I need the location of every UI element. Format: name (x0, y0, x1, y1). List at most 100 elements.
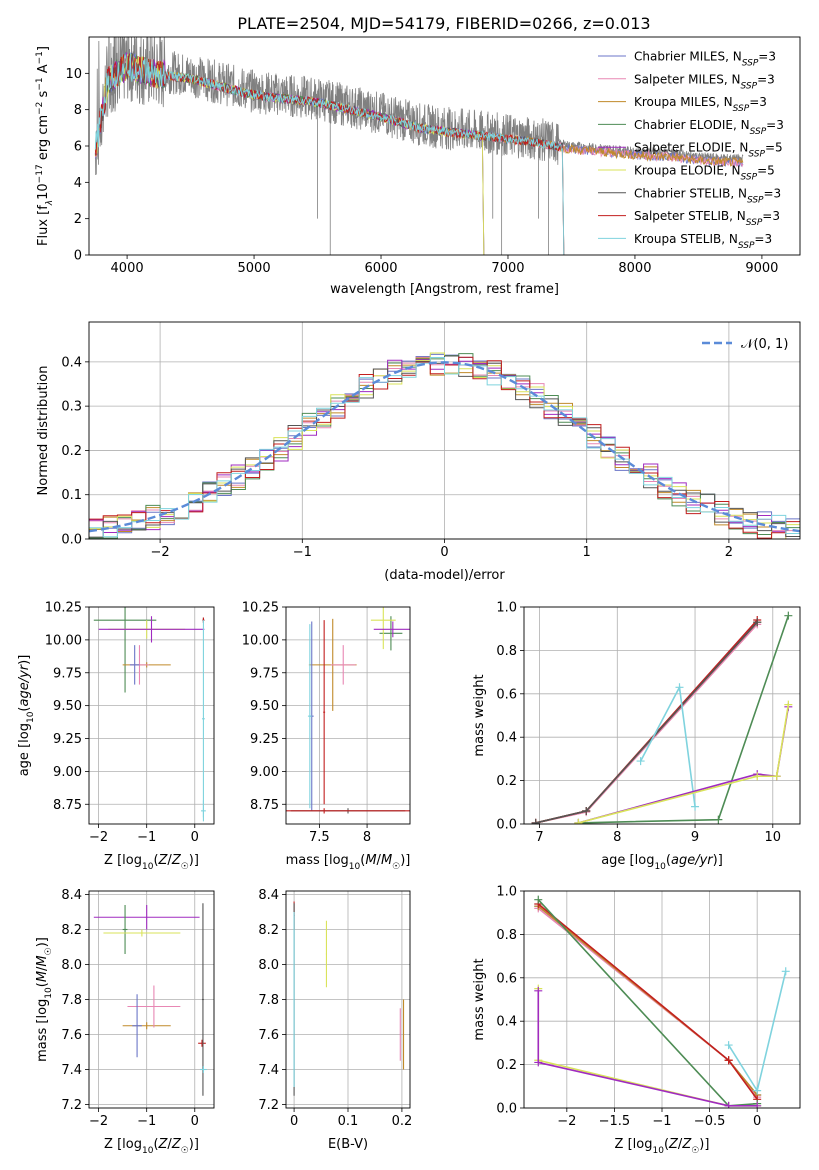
weight-marker (714, 815, 723, 824)
y-tick-label: 0.2 (496, 1058, 517, 1073)
y-tick-label: 1.0 (496, 601, 517, 616)
weight-marker (531, 818, 540, 824)
y-tick-label: 8.4 (61, 888, 82, 903)
weight-marker (691, 802, 700, 811)
y-tick-label: 7.2 (258, 1098, 279, 1113)
mass_vs_ebv-plot-area (293, 901, 405, 1096)
figure-title: PLATE=2504, MJD=54179, FIBERID=0266, z=0… (237, 14, 650, 33)
y-axis-label: mass weight (472, 958, 487, 1040)
x-tick-label: 7000 (491, 261, 524, 276)
y-axis-label: Normed distribution (36, 366, 51, 496)
x-tick-label: 4000 (111, 261, 144, 276)
axes-frame (88, 321, 801, 540)
weight-line-kroupa-elodie (578, 704, 790, 824)
y-tick-label: 8.0 (258, 958, 279, 973)
weight-marker (534, 1058, 543, 1067)
axes-frame (285, 890, 411, 1109)
y-tick-label: 8.75 (250, 798, 279, 813)
weight-marker (574, 818, 583, 824)
weight-line-kroupa-miles (535, 621, 758, 824)
y-tick-label: 8.2 (61, 923, 82, 938)
x-tick-label: 0.1 (338, 1114, 359, 1129)
y-tick-label: 0.3 (61, 400, 82, 415)
age_vs_Z-plot-area (93, 607, 206, 822)
weight-marker (753, 1086, 762, 1095)
x-tick-label: 0 (753, 1114, 761, 1129)
x-tick-label: 8 (613, 830, 621, 845)
y-tick-label: 9.75 (53, 666, 82, 681)
weight-marker (636, 757, 645, 766)
y-tick-label: 10.00 (242, 633, 279, 648)
mass_weight_vs_age-chart: 7 8 9 10 0.0 0.2 0.4 0.6 0.8 1.0 age [log10(age/yr… (472, 601, 801, 872)
weight-marker (784, 700, 793, 709)
y-tick-label: 7.4 (61, 1063, 82, 1078)
normal-curve (89, 361, 800, 533)
x-tick-label: −1 (652, 1114, 671, 1129)
y-tick-label: 0.6 (496, 971, 517, 986)
x-axis-label: mass [log10(M/M☉)] (286, 853, 411, 872)
x-tick-label: 5000 (238, 261, 271, 276)
legend-label: Salpeter STELIB, NSSP=3 (634, 209, 780, 228)
x-tick-label: −2 (557, 1114, 576, 1129)
weight-marker (781, 967, 790, 976)
legend-label: Chabrier STELIB, NSSP=3 (634, 186, 781, 205)
weight-marker (772, 772, 781, 781)
y-tick-label: 7.4 (258, 1063, 279, 1078)
x-tick-label: 8000 (618, 261, 651, 276)
y-tick-label: 9.50 (250, 699, 279, 714)
y-tick-label: 7.6 (258, 1028, 279, 1043)
y-tick-label: 2 (74, 212, 82, 227)
weight-line-kroupa-stelib (639, 684, 696, 807)
x-tick-label: −1 (137, 830, 156, 845)
y-axis-label: age [log10(age/yr)] (17, 655, 36, 777)
x-tick-label: −1 (137, 1114, 156, 1129)
weight-line-chabrier-stelib (535, 621, 758, 824)
x-tick-label: 0 (191, 1114, 199, 1129)
spectrum-plot-area (94, 37, 744, 255)
legend-label: Chabrier ELODIE, NSSP=3 (634, 118, 784, 137)
x-axis-label: (data-model)/error (384, 568, 505, 583)
y-tick-label: 7.2 (61, 1098, 82, 1113)
y-tick-label: 10 (65, 67, 82, 82)
x-axis-label: age [log10(age/yr)] (601, 853, 723, 872)
y-tick-label: 0.2 (496, 774, 517, 789)
mass_weight_vs_Z-chart: −2 −1.5 −1 −0.5 0 0.0 0.2 0.4 0.6 0.8 1.0 Z [log10(… (472, 885, 801, 1156)
x-tick-label: −2 (89, 1114, 108, 1129)
legend-label: Salpeter MILES, NSSP=3 (634, 72, 775, 91)
y-axis-label: Flux [fλ10−17 erg cm−2 s−1 A−1] (35, 46, 55, 246)
weight-line-chabrier-miles (535, 621, 758, 824)
y-axis-label: mass [log10(M/M☉)] (35, 937, 54, 1062)
y-tick-label: 7.8 (61, 993, 82, 1008)
y-tick-label: 9.50 (53, 699, 82, 714)
x-tick-label: 1 (583, 545, 591, 560)
weight-line-kroupa-elodie (537, 988, 758, 1107)
y-tick-label: 7.8 (258, 993, 279, 1008)
y-tick-label: 1.0 (496, 885, 517, 900)
y-tick-label: 9.00 (250, 765, 279, 780)
weight-marker (784, 611, 793, 620)
x-tick-label: −2 (89, 830, 108, 845)
weight-marker (724, 1041, 733, 1050)
weight-marker (724, 1101, 733, 1108)
spectrum-chart: 4000 5000 6000 7000 8000 9000 0 2 4 6 8 10 Chabrier … (35, 36, 801, 297)
residuals-plot-area (89, 352, 800, 539)
histogram-kroupa-stelib (89, 357, 800, 538)
y-tick-label: 0.0 (496, 1102, 517, 1117)
weight-line-salpeter-elodie (578, 706, 790, 824)
x-tick-label: −0.5 (694, 1114, 726, 1129)
mass_weight_vs_Z-plot-area (534, 895, 790, 1108)
y-tick-label: 8 (74, 103, 82, 118)
x-tick-label: −1 (293, 545, 312, 560)
mass_vs_Z-chart: −2 −1 0 7.2 7.4 7.6 7.8 8.0 8.2 8.4 Z [log10(Z/Z☉)… (35, 888, 215, 1156)
weight-marker (753, 1101, 762, 1108)
y-axis-label: mass weight (472, 674, 487, 756)
x-tick-label: 0 (191, 830, 199, 845)
age_vs_Z-chart: −2 −1 0 8.75 9.00 9.25 9.50 9.75 10.00 10.25 Z [lo… (17, 601, 215, 872)
x-tick-label: 7 (535, 830, 543, 845)
x-tick-label: 2 (725, 545, 733, 560)
y-tick-label: 0.8 (496, 644, 517, 659)
y-tick-label: 6 (74, 140, 82, 155)
spectrum-legend: Chabrier MILES, NSSP=3 Salpeter MILES, NS… (598, 50, 784, 251)
y-tick-label: 0.8 (496, 928, 517, 943)
y-tick-label: 0 (74, 249, 82, 264)
